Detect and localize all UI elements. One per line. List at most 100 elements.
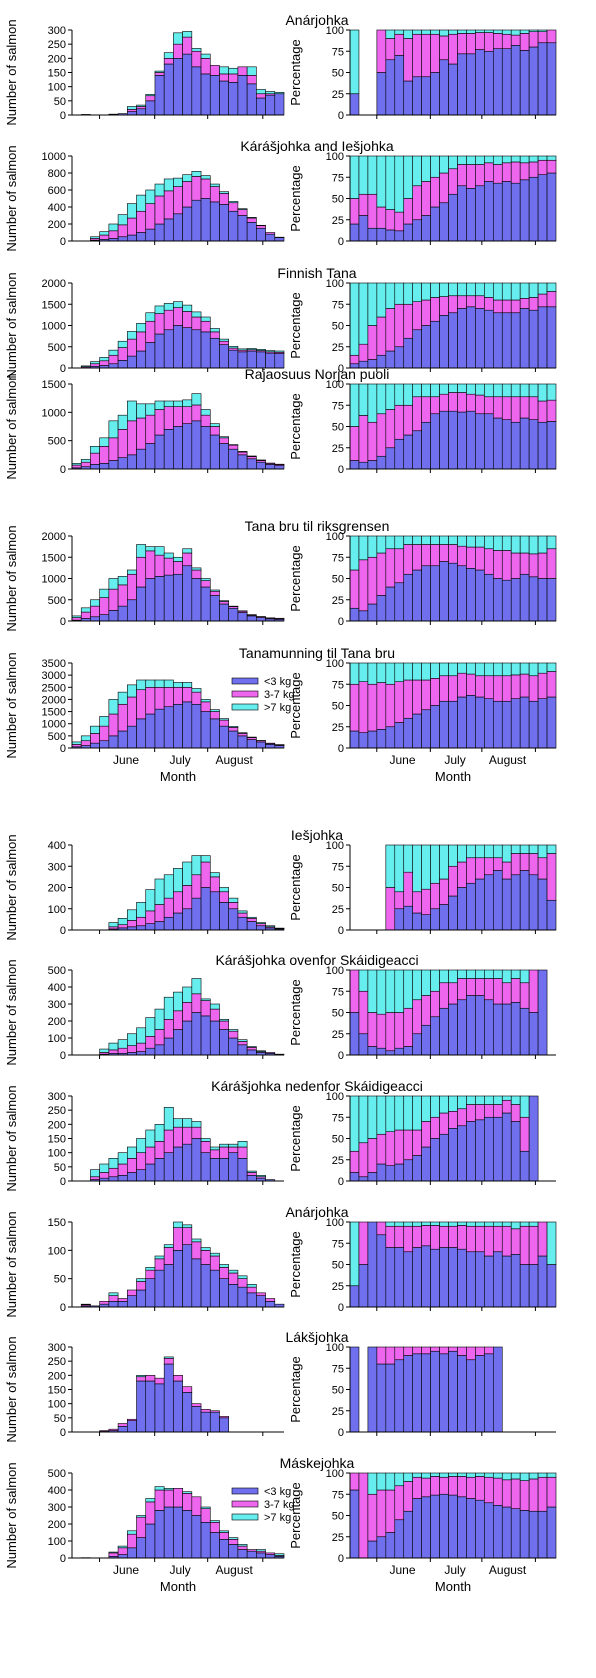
pct-bar-large: [501, 29, 512, 35]
count-bar-medium: [117, 703, 128, 732]
pct-bar-small: [358, 732, 369, 749]
pct-bar-small: [546, 578, 557, 622]
pct-bar-large: [421, 282, 431, 301]
pct-bar-medium: [430, 396, 440, 415]
pct-bar-medium: [385, 38, 396, 61]
pct-bar-small: [457, 185, 467, 242]
count-bar-small: [209, 1411, 220, 1433]
count-bar-small: [173, 912, 183, 931]
count-bar-large: [237, 1039, 248, 1042]
pct-bar-medium: [546, 29, 557, 44]
count-bar-large: [108, 922, 119, 928]
pct-bar-medium: [403, 1346, 413, 1356]
pct-y-tick-label: 0: [338, 616, 344, 628]
count-bar-large: [237, 208, 248, 210]
count-y-tick-label: 1000: [42, 574, 66, 586]
count-bar-large: [182, 31, 193, 38]
count-bar-medium: [200, 58, 211, 75]
pct-bar-medium: [430, 677, 440, 706]
pct-bar-medium: [457, 33, 467, 55]
pct-bar-medium: [421, 888, 431, 916]
month-label: June: [113, 753, 139, 767]
count-bar-large: [90, 725, 100, 734]
count-bar-medium: [191, 50, 202, 68]
pct-bar-large: [394, 844, 405, 893]
count-bar-medium: [154, 1141, 165, 1159]
count-bar-small: [246, 921, 257, 931]
count-y-tick-label: 150: [48, 1385, 66, 1397]
count-bar-small: [163, 916, 174, 931]
pct-bar-medium: [376, 29, 387, 73]
pct-y-tick-label: 75: [332, 552, 344, 564]
pct-bar-medium: [385, 1489, 396, 1533]
count-bar-large: [71, 615, 82, 618]
pct-bar-medium: [519, 33, 530, 51]
pct-bar-small: [412, 569, 422, 622]
pct-bar-small: [475, 413, 485, 470]
pct-bar-medium: [403, 1481, 413, 1512]
pct-bar-medium: [492, 299, 503, 314]
pct-bar-large: [412, 1095, 422, 1131]
count-bar-large: [246, 217, 257, 219]
pct-bar-medium: [492, 1477, 503, 1506]
pct-bar-small: [501, 878, 512, 931]
pct-bar-medium: [403, 1129, 413, 1161]
count-bar-medium: [136, 556, 147, 588]
pct-bar-medium: [457, 978, 467, 1001]
pct-bar-small: [528, 1510, 539, 1559]
pct-bar-small: [510, 1508, 521, 1559]
count-bar-large: [136, 323, 147, 333]
pct-bar-medium: [385, 308, 396, 352]
pct-bar-medium: [367, 325, 378, 360]
count-bar-small: [246, 615, 257, 622]
pct-bar-medium: [546, 291, 557, 308]
pct-y-tick-label: 100: [326, 1091, 344, 1103]
count-bar-large: [173, 400, 183, 407]
pct-bar-medium: [519, 396, 530, 419]
count-bar-large: [127, 569, 137, 575]
pct-bar-large: [385, 535, 396, 550]
count-bar-large: [228, 897, 239, 903]
count-y-tick-label: 50: [54, 1274, 66, 1286]
pct-bar-large: [457, 1221, 467, 1226]
count-bar-large: [127, 909, 137, 921]
pct-bar-medium: [501, 550, 512, 581]
count-bar-medium: [237, 1278, 248, 1288]
pct-bar-small: [430, 1350, 440, 1433]
count-bar-large: [228, 726, 239, 728]
pct-bar-small: [385, 726, 396, 749]
count-bar-large: [228, 1269, 239, 1274]
count-bar-medium: [90, 1176, 100, 1180]
count-y-tick-label: 250: [48, 1105, 66, 1117]
pct-bar-small: [439, 1007, 449, 1056]
pct-bar-small: [519, 417, 530, 470]
count-bar-small: [173, 325, 183, 369]
count-bar-large: [99, 357, 110, 362]
pct-bar-small: [448, 1128, 458, 1182]
count-bar-small: [173, 1029, 183, 1056]
pct-bar-medium: [376, 316, 387, 356]
pct-bar-large: [412, 535, 422, 545]
pct-bar-small: [439, 700, 449, 749]
pct-bar-small: [421, 1024, 431, 1056]
pct-bar-small: [528, 576, 539, 622]
pct-bar-small: [403, 223, 413, 242]
pct-bar-small: [457, 1125, 467, 1182]
pct-bar-large: [412, 29, 422, 35]
pct-bar-medium: [412, 1346, 422, 1355]
count-y-tick-label: 0: [60, 925, 66, 937]
pct-bar-small: [394, 582, 405, 622]
count-y-tick-label: 1500: [42, 299, 66, 311]
pct-bar-small: [412, 1247, 422, 1308]
count-bar-medium: [136, 1042, 147, 1052]
count-bar-medium: [145, 1501, 156, 1525]
count-bar-medium: [127, 109, 137, 112]
pct-bar-small: [394, 1047, 405, 1056]
count-bar-medium: [219, 193, 229, 205]
count-bar-large: [246, 1170, 257, 1173]
count-y-tick-label: 200: [48, 1016, 66, 1028]
count-bar-medium: [90, 605, 100, 618]
count-bar-small: [127, 599, 137, 622]
count-bar-small: [209, 595, 220, 622]
count-bar-large: [228, 201, 239, 204]
